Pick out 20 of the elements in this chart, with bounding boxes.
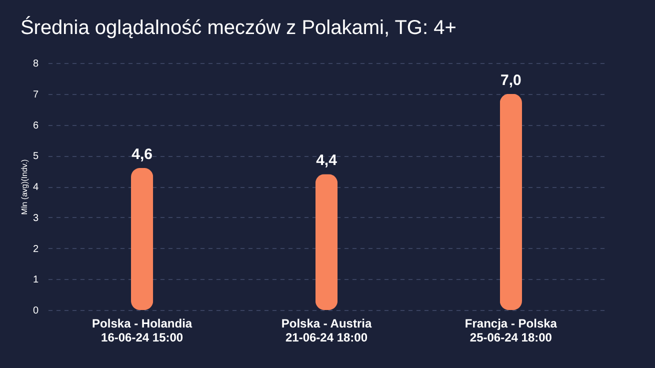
y-tick-label: 0 [32,306,39,316]
x-tick-label: Polska - Austria 21-06-24 18:00 [281,316,372,344]
bar [315,174,338,310]
y-tick-label: 5 [32,151,39,162]
y-tick-label: 8 [32,58,39,70]
y-axis-title: Mln (avg)(Indv.) [20,158,29,215]
y-tick-label: 1 [32,274,39,286]
data-label: 4,6 [132,146,152,163]
x-tick-label: Francja - Polska 25-06-24 18:00 [464,316,558,344]
data-label: 4,4 [316,152,338,170]
x-tick-label: Polska - Holandia 16-06-24 15:00 [92,316,192,344]
y-tick-label: 4 [32,182,39,193]
y-tick-label: 6 [32,120,39,132]
data-label: 7,0 [500,72,522,89]
bar [130,168,154,310]
chart-title: Średnia oglądalność meczów z Polakami, TG: 4+ [20,16,456,39]
y-tick-label: 7 [32,89,39,100]
y-tick-label: 3 [32,212,39,224]
bar [500,94,522,310]
y-tick-label: 2 [32,244,39,255]
